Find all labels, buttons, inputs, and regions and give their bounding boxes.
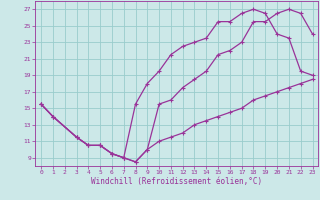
X-axis label: Windchill (Refroidissement éolien,°C): Windchill (Refroidissement éolien,°C) xyxy=(91,177,262,186)
